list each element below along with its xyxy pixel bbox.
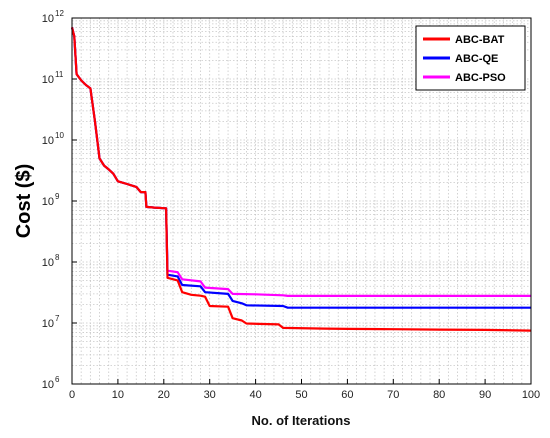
y-tick-label: 10	[42, 379, 54, 391]
y-tick-label: 10	[42, 74, 54, 86]
y-tick-exponent: 12	[55, 9, 64, 18]
x-tick-label: 10	[112, 389, 124, 401]
series-lines	[70, 27, 532, 332]
y-tick-exponent: 8	[55, 253, 60, 262]
y-tick-label: 10	[42, 257, 54, 269]
x-tick-label: 100	[522, 389, 540, 401]
x-tick-label: 60	[341, 389, 353, 401]
y-tick-label: 10	[42, 135, 54, 147]
x-tick-label: 90	[479, 389, 491, 401]
x-tick-label: 80	[433, 389, 445, 401]
x-tick-label: 20	[158, 389, 170, 401]
y-tick-exponent: 9	[55, 192, 60, 201]
legend-label-abc-bat: ABC-BAT	[455, 34, 505, 46]
legend-label-abc-qe: ABC-QE	[455, 53, 498, 65]
y-tick-exponent: 11	[55, 70, 64, 79]
y-tick-exponent: 10	[55, 131, 64, 140]
x-tick-label: 30	[204, 389, 216, 401]
y-tick-label: 10	[42, 196, 54, 208]
legend-label-abc-pso: ABC-PSO	[455, 72, 506, 84]
y-axis-title: Cost ($)	[13, 164, 35, 238]
legend: ABC-BAT ABC-QE ABC-PSO	[415, 25, 526, 91]
x-axis-title: No. of Iterations	[252, 413, 351, 428]
y-tick-exponent: 6	[55, 375, 60, 384]
y-tick-exponent: 7	[55, 314, 60, 323]
series-line-abc-bat	[70, 27, 532, 332]
y-tick-label: 10	[42, 318, 54, 330]
x-tick-label: 50	[295, 389, 307, 401]
x-tick-label: 70	[387, 389, 399, 401]
x-tick-label: 40	[249, 389, 261, 401]
x-tick-label: 0	[69, 389, 75, 401]
y-tick-label: 10	[42, 13, 54, 25]
